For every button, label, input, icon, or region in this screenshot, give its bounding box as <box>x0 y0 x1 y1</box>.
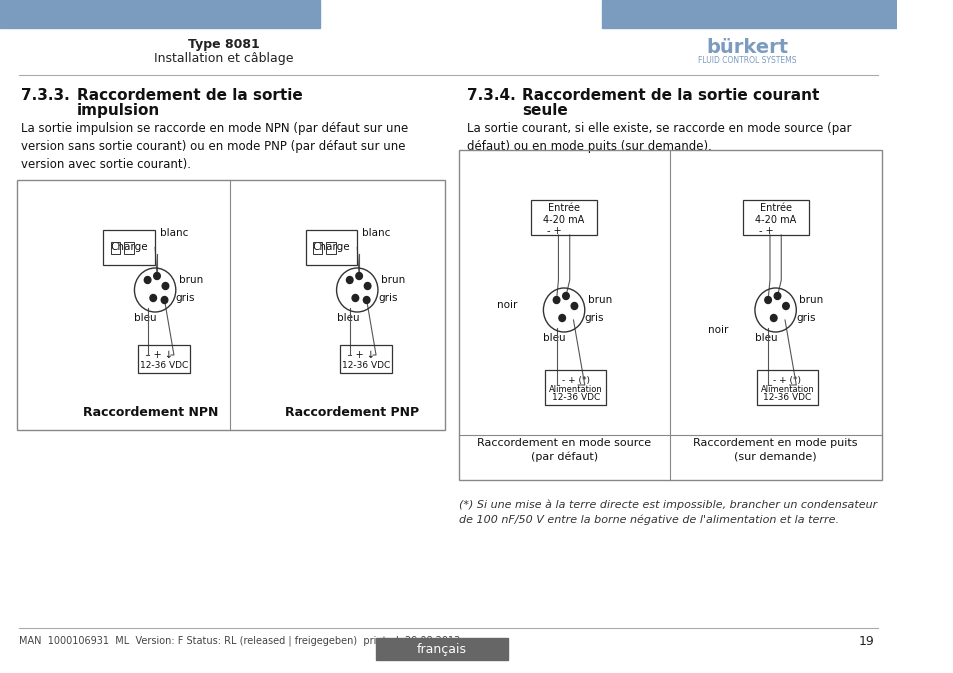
Circle shape <box>363 297 370 304</box>
Text: brun: brun <box>587 295 611 305</box>
Text: 7.3.4.: 7.3.4. <box>467 88 516 103</box>
Text: 12-36 VDC: 12-36 VDC <box>551 394 599 402</box>
Text: Charge: Charge <box>313 242 350 252</box>
Bar <box>0 0 319 28</box>
Bar <box>326 242 335 254</box>
Circle shape <box>161 297 168 304</box>
Text: français: français <box>416 643 466 656</box>
Text: La sortie courant, si elle existe, se raccorde en mode source (par
défaut) ou en: La sortie courant, si elle existe, se ra… <box>467 122 851 153</box>
Text: bleu: bleu <box>543 333 565 343</box>
Text: Raccordement de la sortie: Raccordement de la sortie <box>77 88 302 103</box>
Circle shape <box>562 293 569 299</box>
Text: brun: brun <box>380 275 405 285</box>
Circle shape <box>150 295 156 302</box>
Text: - + ↓: - + ↓ <box>349 350 375 360</box>
Text: La sortie impulsion se raccorde en mode NPN (par défaut sur une
version sans sor: La sortie impulsion se raccorde en mode … <box>21 122 408 171</box>
Text: 12-36 VDC: 12-36 VDC <box>342 361 390 369</box>
Text: Raccordement en mode source
(par défaut): Raccordement en mode source (par défaut) <box>476 438 651 462</box>
Bar <box>138 345 190 373</box>
Text: Raccordement en mode puits
(sur demande): Raccordement en mode puits (sur demande) <box>693 438 857 462</box>
Text: Raccordement NPN: Raccordement NPN <box>83 406 218 419</box>
Text: Entrée: Entrée <box>759 203 791 213</box>
Text: blanc: blanc <box>361 228 390 238</box>
Text: brun: brun <box>799 295 822 305</box>
Bar <box>458 150 881 480</box>
Text: bürkert: bürkert <box>705 38 787 57</box>
Bar <box>111 242 120 254</box>
Text: - + ↓: - + ↓ <box>147 350 173 360</box>
Circle shape <box>553 297 559 304</box>
Bar <box>124 242 133 254</box>
Circle shape <box>346 277 353 283</box>
Text: Type 8081: Type 8081 <box>188 38 259 51</box>
Text: noir: noir <box>497 300 517 310</box>
Text: (*) Si une mise à la terre directe est impossible, brancher un condensateur
de 1: (*) Si une mise à la terre directe est i… <box>458 500 876 525</box>
Bar <box>756 370 817 405</box>
Text: gris: gris <box>377 293 397 303</box>
Text: Alimentation: Alimentation <box>760 386 814 394</box>
Circle shape <box>781 302 788 310</box>
Bar <box>103 230 155 265</box>
Text: FLUID CONTROL SYSTEMS: FLUID CONTROL SYSTEMS <box>698 56 796 65</box>
Text: Raccordement PNP: Raccordement PNP <box>285 406 419 419</box>
Text: bleu: bleu <box>134 313 157 323</box>
Text: 12-36 VDC: 12-36 VDC <box>140 361 188 369</box>
Bar <box>313 242 322 254</box>
Text: seule: seule <box>521 103 567 118</box>
Text: - +: - + <box>759 226 773 236</box>
Text: brun: brun <box>178 275 203 285</box>
Text: Entrée: Entrée <box>548 203 579 213</box>
Bar <box>17 180 444 430</box>
Circle shape <box>364 283 371 289</box>
Text: gris: gris <box>796 313 815 323</box>
Text: Alimentation: Alimentation <box>548 386 602 394</box>
Text: gris: gris <box>584 313 603 323</box>
Text: 7.3.3.: 7.3.3. <box>21 88 70 103</box>
Circle shape <box>571 302 578 310</box>
Text: 12-36 VDC: 12-36 VDC <box>762 394 811 402</box>
Circle shape <box>352 295 358 302</box>
Bar <box>305 230 356 265</box>
Bar <box>340 345 392 373</box>
Circle shape <box>162 283 169 289</box>
Bar <box>375 638 507 660</box>
Bar <box>531 200 597 235</box>
Text: blanc: blanc <box>160 228 188 238</box>
Bar <box>545 370 606 405</box>
Circle shape <box>144 277 151 283</box>
Text: Charge: Charge <box>111 242 148 252</box>
Circle shape <box>764 297 771 304</box>
Bar <box>601 0 896 28</box>
Circle shape <box>153 273 160 279</box>
Circle shape <box>355 273 362 279</box>
Text: 19: 19 <box>858 635 873 648</box>
Text: - + (*): - + (*) <box>773 376 801 384</box>
Text: bleu: bleu <box>336 313 359 323</box>
Text: noir: noir <box>707 325 728 335</box>
Circle shape <box>558 314 565 322</box>
Circle shape <box>770 314 776 322</box>
Text: gris: gris <box>175 293 195 303</box>
Text: bleu: bleu <box>754 333 777 343</box>
Text: - + (*): - + (*) <box>561 376 589 384</box>
Text: Raccordement de la sortie courant: Raccordement de la sortie courant <box>521 88 819 103</box>
Text: 4-20 mA: 4-20 mA <box>754 215 796 225</box>
Bar <box>742 200 808 235</box>
Text: 4-20 mA: 4-20 mA <box>543 215 584 225</box>
Text: MAN  1000106931  ML  Version: F Status: RL (released | freigegeben)  printed: 29: MAN 1000106931 ML Version: F Status: RL … <box>19 635 459 645</box>
Text: - +: - + <box>547 226 561 236</box>
Text: Installation et câblage: Installation et câblage <box>153 52 294 65</box>
Circle shape <box>774 293 780 299</box>
Text: impulsion: impulsion <box>77 103 160 118</box>
